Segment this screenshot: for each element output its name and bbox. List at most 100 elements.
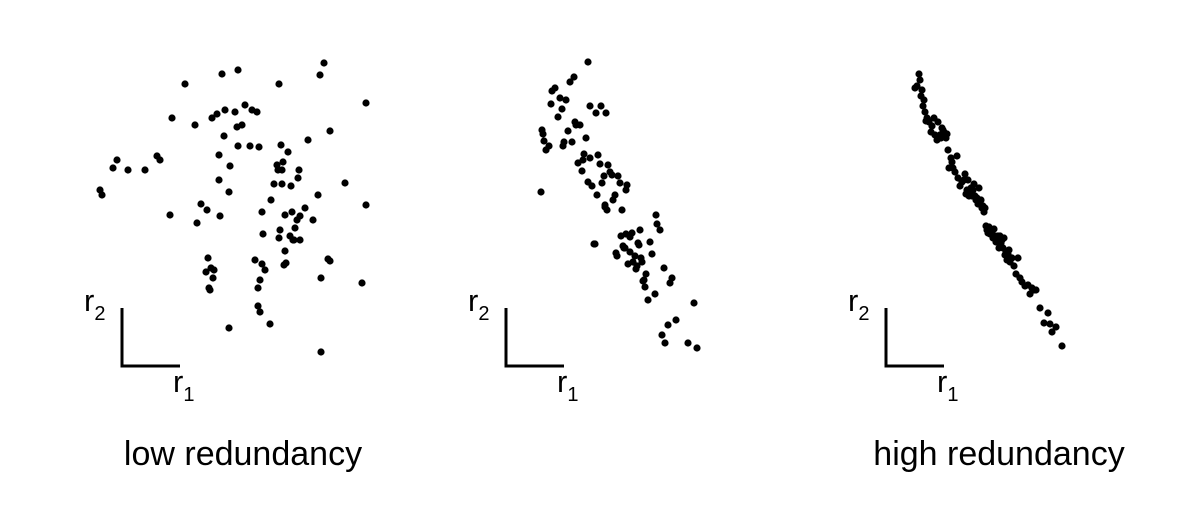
scatter-point [540, 137, 548, 145]
scatter-point [221, 106, 229, 114]
scatter-point [320, 59, 328, 67]
scatter-point [204, 254, 212, 262]
panel-caption: low redundancy [124, 435, 362, 473]
scatter-point [631, 252, 639, 260]
scatter-point [259, 230, 267, 238]
scatter-point [570, 73, 578, 81]
scatter-point [539, 130, 547, 138]
scatter-point [266, 320, 274, 328]
scatter-point [656, 226, 664, 234]
scatter-point [258, 260, 266, 268]
scatter-point [258, 208, 266, 216]
scatter-point [672, 316, 680, 324]
scatter-point [579, 156, 587, 164]
scatter-point [584, 58, 592, 66]
scatter-point [591, 240, 599, 248]
y-axis-label: r2 [468, 283, 489, 325]
scatter-point [558, 105, 566, 113]
scatter-point [684, 339, 692, 347]
scatter-point [208, 114, 216, 122]
y-axis-label: r2 [84, 283, 105, 325]
scatter-point [124, 166, 132, 174]
scatter-point [202, 268, 210, 276]
scatter-point [281, 247, 289, 255]
scatter-point [658, 331, 666, 339]
scatter-point [664, 321, 672, 329]
scatter-point [341, 179, 349, 187]
scatter-point [1005, 246, 1013, 254]
scatter-point [275, 234, 283, 242]
scatter-point [238, 121, 246, 129]
scatter-point [153, 152, 161, 160]
y-axis-label-subscript: 2 [478, 303, 489, 325]
axis-indicator [504, 308, 564, 368]
scatter-point [277, 141, 285, 149]
scatter-point [226, 162, 234, 170]
axis-indicator [884, 308, 944, 368]
scatter-point [220, 132, 228, 140]
scatter-point [215, 176, 223, 184]
scatter-point [251, 256, 259, 264]
scatter-point [990, 225, 998, 233]
scatter-point [231, 108, 239, 116]
scatter-points [96, 59, 370, 356]
scatter-point [641, 283, 649, 291]
scatter-point [566, 78, 574, 86]
scatter-point [919, 102, 927, 110]
scatter-points [911, 70, 1066, 350]
scatter-point [597, 102, 605, 110]
scatter-point [613, 252, 621, 260]
scatter-point [586, 102, 594, 110]
panel-medium-redundancy: r2 r1 [468, 58, 701, 406]
scatter-point [362, 99, 370, 107]
scatter-point [291, 224, 299, 232]
scatter-point [279, 158, 287, 166]
scatter-point [556, 94, 564, 102]
scatter-point [661, 339, 669, 347]
scatter-point [197, 200, 205, 208]
scatter-point [646, 238, 654, 246]
scatter-point [943, 130, 951, 138]
scatter-point [602, 109, 610, 117]
scatter-point [1044, 309, 1052, 317]
x-axis-label-subscript: 1 [567, 384, 578, 406]
scatter-point [253, 108, 261, 116]
y-axis-label-base: r [84, 283, 94, 318]
scatter-point [537, 188, 545, 196]
scatter-point [638, 258, 646, 266]
scatter-point [969, 186, 977, 194]
scatter-point [261, 266, 269, 274]
scatter-point [309, 216, 317, 224]
scatter-point [255, 143, 263, 151]
scatter-point [616, 179, 624, 187]
y-axis-label-subscript: 2 [94, 303, 105, 325]
scatter-point [267, 196, 275, 204]
scatter-point [651, 290, 659, 298]
x-axis-label-subscript: 1 [183, 384, 194, 406]
scatter-point [545, 142, 553, 150]
scatter-point [234, 66, 242, 74]
scatter-point [301, 204, 309, 212]
scatter-point [270, 180, 278, 188]
scatter-point [642, 270, 650, 278]
scatter-point [1032, 286, 1040, 294]
scatter-point [648, 250, 656, 258]
scatter-point [362, 201, 370, 209]
scatter-point [948, 158, 956, 166]
scatter-point [611, 191, 619, 199]
scatter-point [578, 167, 586, 175]
scatter-point [568, 138, 576, 146]
scatter-point [218, 70, 226, 78]
scatter-point [915, 70, 923, 78]
scatter-point [191, 121, 199, 129]
scatter-point [977, 196, 985, 204]
scatter-point [633, 262, 641, 270]
scatter-point [314, 191, 322, 199]
scatter-point [254, 302, 262, 310]
scatter-point [296, 236, 304, 244]
scatter-point [98, 191, 106, 199]
scatter-point [316, 71, 324, 79]
scatter-point [562, 96, 570, 104]
scatter-point [193, 219, 201, 227]
scatter-point [1040, 319, 1048, 327]
